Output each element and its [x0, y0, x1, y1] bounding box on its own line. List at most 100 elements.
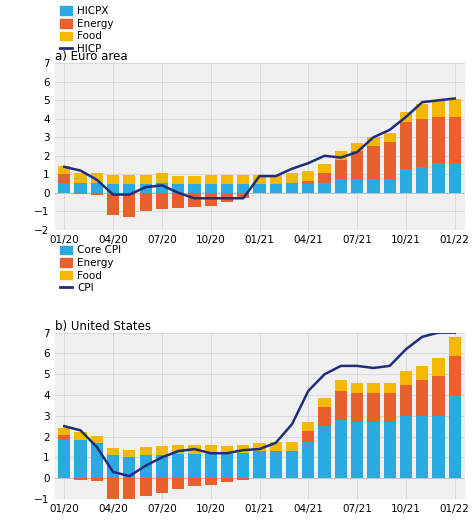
Bar [221, 184, 233, 193]
Bar [286, 183, 298, 193]
Bar [319, 398, 331, 408]
Bar [449, 163, 461, 193]
Bar [58, 440, 70, 478]
Bar [237, 193, 249, 199]
Bar [205, 184, 217, 193]
Bar [221, 193, 233, 202]
Bar [58, 435, 70, 440]
Bar [205, 454, 217, 478]
Bar [319, 183, 331, 193]
Bar [172, 184, 184, 193]
Bar [400, 122, 412, 169]
Bar [367, 137, 380, 146]
Bar [367, 382, 380, 393]
Bar [123, 184, 136, 193]
Bar [123, 457, 136, 478]
Bar [123, 175, 136, 184]
Bar [91, 183, 103, 193]
Bar [335, 381, 347, 391]
Bar [172, 193, 184, 208]
Bar [254, 184, 265, 193]
Bar [416, 416, 428, 478]
Bar [237, 453, 249, 478]
Bar [254, 443, 265, 451]
Bar [237, 184, 249, 193]
Bar [205, 445, 217, 454]
Text: b) United States: b) United States [55, 319, 151, 333]
Bar [416, 366, 428, 381]
Bar [416, 167, 428, 193]
Bar [351, 393, 363, 422]
Bar [58, 166, 70, 174]
Bar [74, 193, 87, 194]
Bar [172, 445, 184, 454]
Bar [237, 445, 249, 453]
Bar [91, 478, 103, 482]
Bar [302, 442, 314, 478]
Bar [302, 422, 314, 431]
Bar [351, 422, 363, 478]
Bar [432, 376, 445, 416]
Bar [188, 445, 201, 454]
Bar [383, 142, 396, 179]
Bar [156, 478, 168, 493]
Bar [74, 440, 87, 478]
Bar [319, 408, 331, 426]
Bar [74, 173, 87, 183]
Bar [74, 432, 87, 440]
Bar [367, 179, 380, 193]
Bar [156, 455, 168, 478]
Bar [319, 173, 331, 183]
Bar [286, 442, 298, 451]
Bar [367, 422, 380, 478]
Bar [383, 179, 396, 193]
Bar [286, 173, 298, 183]
Bar [188, 176, 201, 184]
Bar [432, 117, 445, 163]
Bar [286, 451, 298, 478]
Bar [383, 393, 396, 422]
Bar [351, 143, 363, 151]
Bar [107, 193, 119, 215]
Bar [58, 428, 70, 435]
Bar [432, 163, 445, 193]
Bar [221, 478, 233, 483]
Bar [74, 478, 87, 480]
Bar [432, 357, 445, 376]
Bar [205, 478, 217, 485]
Bar [91, 443, 103, 478]
Bar [449, 337, 461, 355]
Bar [188, 454, 201, 478]
Bar [270, 442, 282, 451]
Bar [221, 446, 233, 454]
Bar [91, 173, 103, 183]
Bar [383, 382, 396, 393]
Bar [335, 151, 347, 161]
Bar [400, 384, 412, 416]
Bar [254, 451, 265, 478]
Bar [107, 184, 119, 193]
Bar [383, 133, 396, 142]
Bar [416, 381, 428, 416]
Bar [221, 454, 233, 478]
Bar [139, 184, 152, 193]
Bar [156, 446, 168, 455]
Bar [123, 193, 136, 217]
Bar [58, 174, 70, 183]
Bar [172, 454, 184, 478]
Bar [172, 478, 184, 488]
Bar [237, 478, 249, 480]
Bar [188, 193, 201, 206]
Bar [205, 175, 217, 184]
Bar [302, 172, 314, 181]
Bar [335, 179, 347, 193]
Bar [449, 395, 461, 478]
Bar [107, 455, 119, 478]
Bar [335, 391, 347, 420]
Legend: Core CPI, Energy, Food, CPI: Core CPI, Energy, Food, CPI [60, 246, 121, 293]
Bar [221, 175, 233, 184]
Bar [139, 175, 152, 184]
Bar [351, 179, 363, 193]
Bar [367, 393, 380, 422]
Legend: HICPX, Energy, Food, HICP: HICPX, Energy, Food, HICP [60, 6, 114, 54]
